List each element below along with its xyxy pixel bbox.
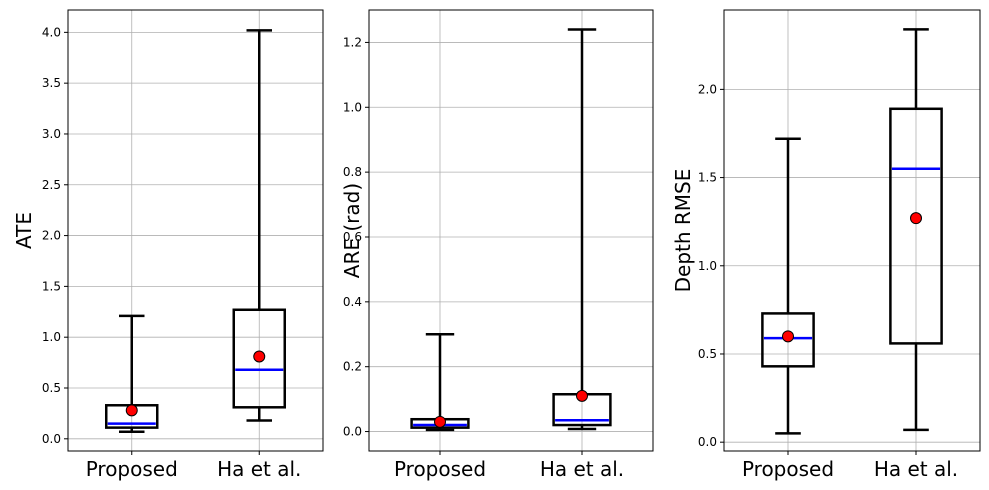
y-tick-label: 1.0 bbox=[42, 330, 61, 344]
y-tick-label: 0.2 bbox=[343, 360, 362, 374]
box-ha-et-al bbox=[232, 308, 286, 409]
y-tick-label: 1.5 bbox=[698, 171, 717, 185]
mean-marker-ha-et-al bbox=[576, 389, 588, 402]
chart-panel-ate: 0.0 0.5 1.0 1.5 2.0 2.5 3.0 3.5 4.0 Proposed Ha et… bbox=[12, 9, 324, 481]
y-tick-label: 1.0 bbox=[343, 100, 362, 114]
y-tick-label: 4.0 bbox=[42, 25, 61, 39]
y-axis-label: ARE (rad) bbox=[340, 183, 364, 278]
mean-marker-ha-et-al bbox=[910, 212, 922, 225]
y-tick-label: 2.0 bbox=[698, 82, 717, 96]
y-tick-label: 1.0 bbox=[698, 259, 717, 273]
y-tick-label: 3.5 bbox=[42, 76, 61, 90]
chart-panel-depth-rmse: 0.0 0.5 1.0 1.5 2.0 Proposed Ha et al. Depth RM… bbox=[671, 9, 981, 481]
y-tick-label: 0.0 bbox=[42, 432, 61, 446]
x-tick-label-proposed: Proposed bbox=[86, 457, 178, 481]
mean-marker-ha-et-al bbox=[253, 350, 266, 363]
mean-marker-proposed bbox=[434, 415, 446, 428]
axes-frame bbox=[368, 9, 654, 452]
y-tick-label: 2.5 bbox=[42, 178, 61, 192]
y-axis-label: Depth RMSE bbox=[671, 169, 695, 293]
y-tick-label: 0.0 bbox=[698, 435, 717, 449]
y-tick-label: 0.4 bbox=[343, 295, 362, 309]
x-tick-label-proposed: Proposed bbox=[742, 457, 834, 481]
y-axis-label: ATE bbox=[12, 212, 36, 249]
mean-marker-proposed bbox=[782, 330, 794, 343]
axes-frame bbox=[67, 9, 324, 452]
box-ha-et-al bbox=[889, 107, 943, 345]
y-tick-label: 1.5 bbox=[42, 279, 61, 293]
y-tick-label: 0.6 bbox=[343, 230, 362, 244]
x-tick-label-ha-et-al: Ha et al. bbox=[217, 457, 301, 481]
x-tick-label-ha-et-al: Ha et al. bbox=[540, 457, 624, 481]
y-tick-label: 0.5 bbox=[42, 381, 61, 395]
axes-frame bbox=[723, 9, 981, 452]
chart-panel-are-rad: 0.0 0.2 0.4 0.6 0.8 1.0 1.2 Proposed Ha et al. AR… bbox=[340, 9, 654, 481]
y-tick-label: 0.8 bbox=[343, 165, 362, 179]
x-tick-label-ha-et-al: Ha et al. bbox=[874, 457, 958, 481]
y-tick-label: 2.0 bbox=[42, 229, 61, 243]
x-tick-label-proposed: Proposed bbox=[394, 457, 486, 481]
y-tick-label: 3.0 bbox=[42, 127, 61, 141]
y-tick-label: 0.5 bbox=[698, 347, 717, 361]
mean-marker-proposed bbox=[125, 404, 138, 417]
y-tick-label: 1.2 bbox=[343, 35, 362, 49]
box-proposed bbox=[761, 312, 815, 368]
y-tick-label: 0.0 bbox=[343, 425, 362, 439]
